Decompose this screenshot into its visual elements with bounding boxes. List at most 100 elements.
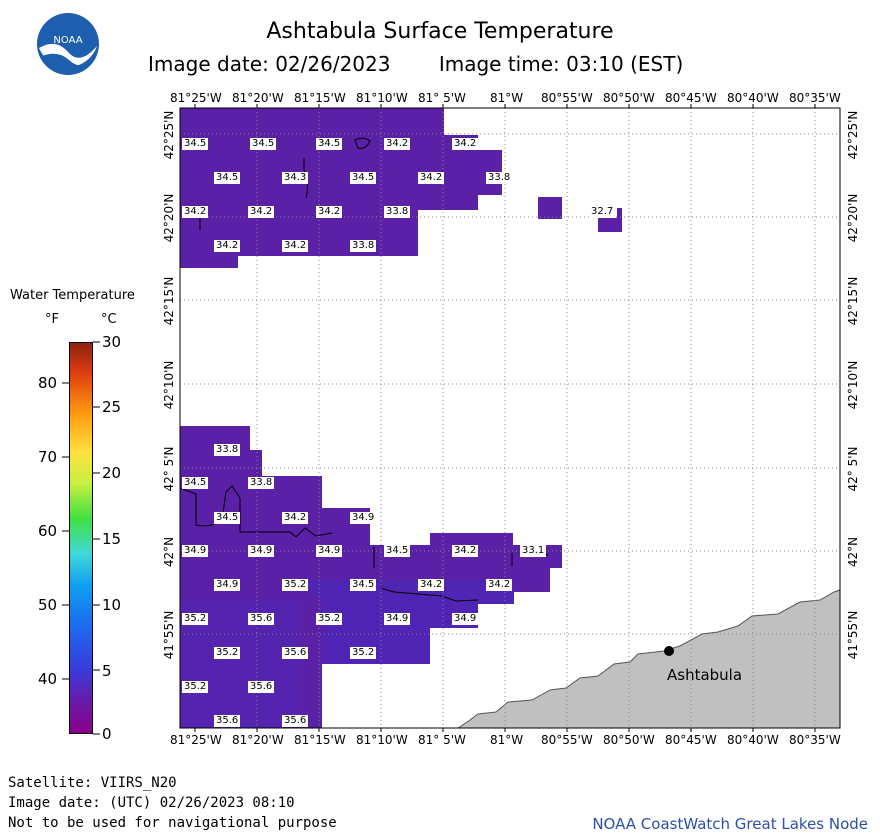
legend-f-tick: 80 <box>38 374 58 392</box>
satellite-info: Satellite: VIIRS_N20 <box>8 775 177 791</box>
map-frame <box>179 107 841 729</box>
sst-label: 34.2 <box>418 579 445 591</box>
sst-label: 33.8 <box>248 477 275 489</box>
legend-unit-f: °F <box>45 312 59 327</box>
legend-c-tick: 15 <box>102 530 122 548</box>
legend-f-tick: 70 <box>38 448 58 466</box>
lat-label-right: 41°55'N <box>846 610 860 660</box>
lat-label-right: 42°15'N <box>846 276 860 326</box>
noaa-logo: NOAA <box>36 12 100 76</box>
sst-label: 34.5 <box>316 138 343 150</box>
sst-label: 34.2 <box>452 545 479 557</box>
sst-label: 35.6 <box>282 647 309 659</box>
water-temperature-area <box>180 108 622 728</box>
sst-label: 34.5 <box>350 579 377 591</box>
legend-unit-c: °C <box>101 312 117 327</box>
sst-label: 32.7 <box>589 206 616 218</box>
lon-label-top: 80°40'W <box>727 91 779 105</box>
lon-label-top: 81° 5'W <box>418 91 466 105</box>
lon-label-top: 81°25'W <box>170 91 222 105</box>
sst-label: 34.9 <box>214 579 241 591</box>
sst-label: 34.2 <box>486 579 513 591</box>
sst-label: 35.2 <box>282 579 309 591</box>
frame-ticks <box>194 104 816 732</box>
sst-label: 35.2 <box>316 613 343 625</box>
lon-label-bottom: 80°55'W <box>541 733 593 747</box>
legend-c-tick: 10 <box>102 596 122 614</box>
sst-label: 34.5 <box>250 138 277 150</box>
legend-title: Water Temperature <box>10 288 135 303</box>
sst-label: 33.8 <box>486 172 513 184</box>
sst-label: 34.9 <box>384 613 411 625</box>
land-area <box>456 589 841 729</box>
lon-label-top: 80°35'W <box>789 91 841 105</box>
lat-label-left: 42°N <box>162 536 176 568</box>
legend-c-tick: 20 <box>102 464 122 482</box>
lon-label-bottom: 80°50'W <box>603 733 655 747</box>
image-time: Image time: 03:10 (EST) <box>438 52 684 76</box>
legend-ticks <box>62 341 100 735</box>
page-title: Ashtabula Surface Temperature <box>266 19 614 44</box>
sst-label: 34.5 <box>182 138 209 150</box>
sst-label: 34.5 <box>384 545 411 557</box>
lat-label-right: 42°20'N <box>846 193 860 243</box>
lon-label-bottom: 81°20'W <box>232 733 284 747</box>
legend-f-tick: 60 <box>38 522 58 540</box>
sst-label: 34.5 <box>214 172 241 184</box>
lon-label-top: 81°15'W <box>294 91 346 105</box>
logo-text: NOAA <box>53 35 82 46</box>
lon-label-top: 80°45'W <box>665 91 717 105</box>
credit-link[interactable]: NOAA CoastWatch Great Lakes Node <box>592 815 868 833</box>
lon-label-bottom: 81° 5'W <box>418 733 466 747</box>
image-datetime: Image date: 02/26/2023 Image time: 03:10… <box>148 52 725 76</box>
sst-label: 34.9 <box>248 545 275 557</box>
sst-label: 33.1 <box>520 545 547 557</box>
sst-label: 35.6 <box>248 613 275 625</box>
legend-c-tick: 0 <box>102 725 112 743</box>
lon-label-top: 81°W <box>490 91 524 105</box>
sst-label: 34.2 <box>452 138 479 150</box>
lon-label-bottom: 81°W <box>490 733 524 747</box>
sst-label: 35.2 <box>182 613 209 625</box>
city-label: Ashtabula <box>667 666 743 684</box>
sst-label: 34.9 <box>182 545 209 557</box>
legend-c-tick: 5 <box>102 662 112 680</box>
sst-label: 35.2 <box>214 647 241 659</box>
lat-label-right: 42°25'N <box>846 110 860 160</box>
lon-label-top: 80°55'W <box>541 91 593 105</box>
sst-label: 34.9 <box>316 545 343 557</box>
sst-label: 34.2 <box>182 206 209 218</box>
sst-label: 35.2 <box>182 681 209 693</box>
lon-label-top: 81°10'W <box>356 91 408 105</box>
lat-label-left: 42°25'N <box>162 110 176 160</box>
lat-label-right: 42° 5'N <box>846 446 860 492</box>
sst-label: 35.6 <box>214 715 241 727</box>
sst-label: 34.2 <box>248 206 275 218</box>
sst-label: 35.6 <box>248 681 275 693</box>
sst-label: 35.6 <box>282 715 309 727</box>
sst-label: 34.9 <box>452 613 479 625</box>
lon-label-bottom: 81°25'W <box>170 733 222 747</box>
lat-label-right: 42°N <box>846 536 860 568</box>
sst-label: 33.8 <box>214 444 241 456</box>
lon-label-bottom: 80°40'W <box>727 733 779 747</box>
lat-label-left: 42°10'N <box>162 360 176 410</box>
sst-label: 34.5 <box>182 477 209 489</box>
image-date: Image date: 02/26/2023 <box>148 52 391 76</box>
sst-label: 33.8 <box>350 240 377 252</box>
sst-label: 34.2 <box>282 512 309 524</box>
legend-c-tick: 25 <box>102 398 122 416</box>
utc-date: Image date: (UTC) 02/26/2023 08:10 <box>8 795 295 811</box>
lat-label-right: 42°10'N <box>846 360 860 410</box>
lon-label-bottom: 80°45'W <box>665 733 717 747</box>
lon-label-top: 81°20'W <box>232 91 284 105</box>
sst-label: 34.2 <box>418 172 445 184</box>
sst-label: 34.5 <box>350 172 377 184</box>
sst-label: 33.8 <box>384 206 411 218</box>
sst-label: 34.9 <box>350 512 377 524</box>
city-marker <box>664 646 674 656</box>
sst-label: 34.2 <box>316 206 343 218</box>
sst-label: 34.3 <box>282 172 309 184</box>
disclaimer: Not to be used for navigational purpose <box>8 815 337 831</box>
